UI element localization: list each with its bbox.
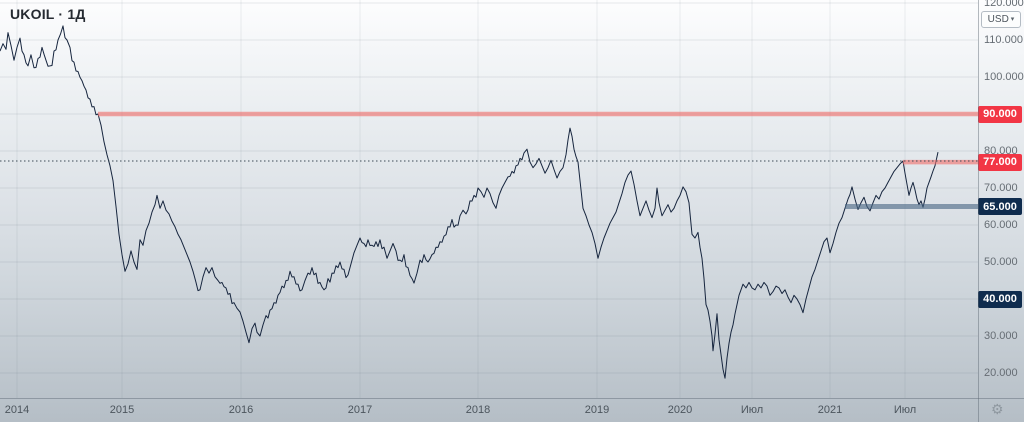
chevron-down-icon: ▾ bbox=[1010, 16, 1015, 23]
price-chart bbox=[0, 0, 978, 398]
currency-selector[interactable]: USD ▾ bbox=[981, 11, 1021, 28]
price-axis-label: 70.000 bbox=[984, 182, 1018, 194]
time-axis-label: Июл bbox=[740, 404, 764, 416]
time-axis-label: 2015 bbox=[109, 404, 135, 416]
price-level-badge[interactable]: 90.000 bbox=[978, 105, 1022, 123]
time-axis[interactable]: ⚙ 2014 2015 2016 2017 2018 2019 2020 Июл 2021 Июл bbox=[0, 399, 1024, 422]
price-level-badge[interactable]: 77.000 bbox=[978, 153, 1022, 171]
price-axis[interactable]: USD ▾ 120.000 110.000 100.000 80.000 70.000 6… bbox=[978, 0, 1024, 398]
chart-canvas[interactable]: UKOIL · 1Д bbox=[0, 0, 978, 398]
price-axis-separator bbox=[978, 0, 979, 422]
price-axis-label: 100.000 bbox=[984, 71, 1024, 83]
time-axis-label: 2014 bbox=[4, 404, 30, 416]
price-level-badge[interactable]: 40.000 bbox=[978, 290, 1022, 308]
price-axis-label: 60.000 bbox=[984, 219, 1018, 231]
price-axis-label: 120.000 bbox=[984, 0, 1024, 9]
time-axis-label: 2019 bbox=[584, 404, 610, 416]
symbol-legend[interactable]: UKOIL · 1Д bbox=[10, 6, 86, 22]
time-axis-label: 2020 bbox=[667, 404, 693, 416]
price-level-badge[interactable]: 65.000 bbox=[978, 198, 1022, 215]
time-axis-label: 2017 bbox=[347, 404, 373, 416]
time-axis-separator bbox=[0, 398, 1024, 399]
price-axis-label: 110.000 bbox=[984, 34, 1023, 46]
gear-icon[interactable]: ⚙ bbox=[991, 401, 1004, 417]
price-axis-label: 30.000 bbox=[984, 330, 1018, 342]
price-axis-label: 20.000 bbox=[984, 367, 1018, 379]
price-axis-label: 50.000 bbox=[984, 256, 1018, 268]
time-axis-label: Июл bbox=[893, 404, 917, 416]
time-axis-label: 2018 bbox=[465, 404, 491, 416]
time-axis-label: 2021 bbox=[817, 404, 843, 416]
currency-label: USD bbox=[987, 14, 1009, 25]
time-axis-label: 2016 bbox=[228, 404, 254, 416]
